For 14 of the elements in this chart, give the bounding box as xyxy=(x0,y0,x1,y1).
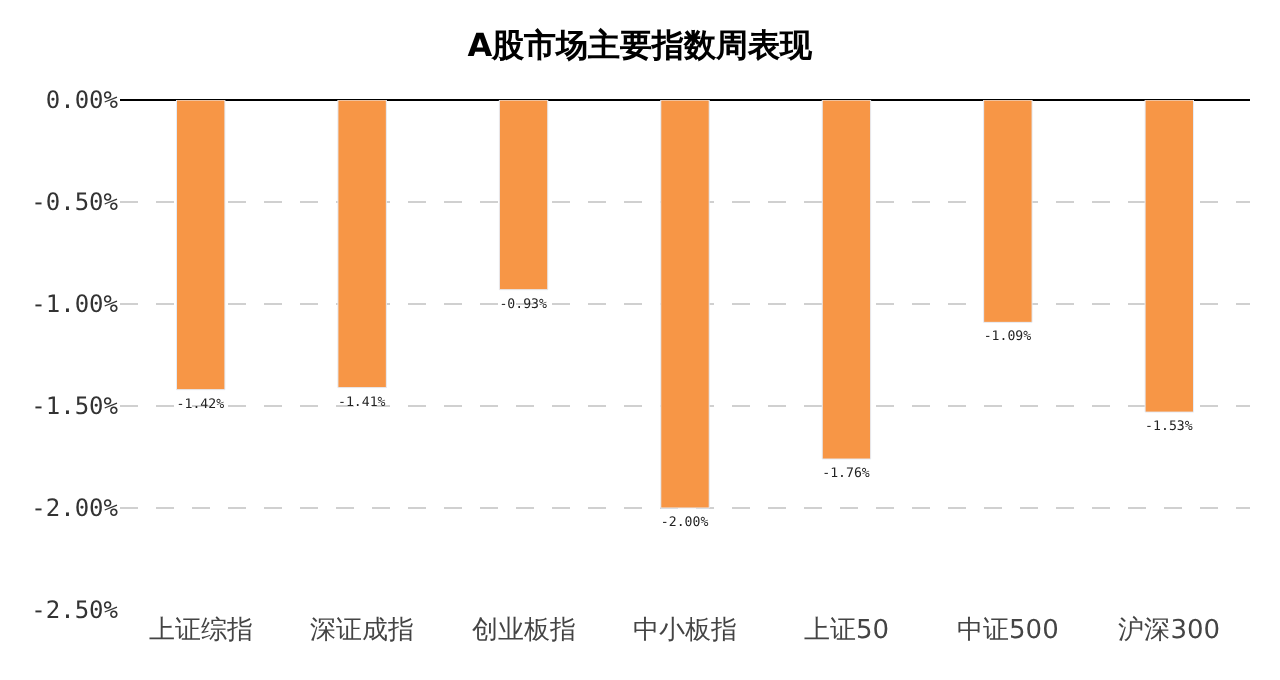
chart-title: A股市场主要指数周表现 xyxy=(467,26,815,65)
y-tick-label: -0.50% xyxy=(31,188,120,217)
y-tick-label: 0.00% xyxy=(45,86,120,115)
y-tick-label: -2.50% xyxy=(31,596,120,625)
y-tick-label: -2.00% xyxy=(31,494,120,523)
x-tick-label: 上证综指 xyxy=(148,616,253,646)
y-tick-label: -1.00% xyxy=(31,290,120,319)
x-tick-label: 深证成指 xyxy=(310,616,415,646)
x-tick-label: 中证500 xyxy=(957,616,1059,646)
x-tick-label: 上证50 xyxy=(803,616,889,646)
x-tick-label: 中小板指 xyxy=(633,616,737,646)
x-tick-label: 创业板指 xyxy=(471,616,576,646)
x-tick-label: 沪深300 xyxy=(1118,614,1221,646)
y-tick-label: -1.50% xyxy=(31,392,120,421)
